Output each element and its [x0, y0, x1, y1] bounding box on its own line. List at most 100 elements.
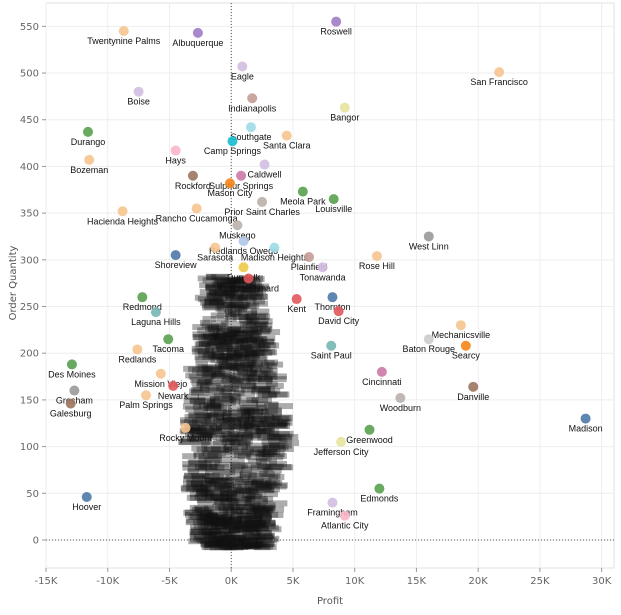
overplotted-label-mark	[255, 517, 272, 524]
overplotted-label-mark	[214, 362, 243, 369]
overplotted-label-mark	[190, 536, 222, 543]
point-label: Redmond	[123, 302, 162, 312]
overplotted-label-mark	[221, 301, 251, 308]
y-tick-label: 500	[20, 69, 39, 80]
data-point	[65, 398, 76, 409]
overplotted-label-mark	[251, 479, 281, 486]
overplotted-label-mark	[218, 516, 243, 523]
overplotted-label-mark	[229, 377, 244, 384]
overplotted-label-mark	[206, 290, 234, 297]
overplotted-label-mark	[189, 491, 208, 498]
overplotted-label-mark	[253, 535, 267, 542]
overplotted-label-mark	[230, 302, 249, 309]
overplotted-label-mark	[191, 348, 210, 355]
overplotted-label-mark	[237, 415, 251, 422]
overplotted-label-mark	[237, 511, 249, 518]
overplotted-label-mark	[192, 385, 203, 392]
overplotted-label-mark	[236, 519, 266, 526]
overplotted-label-mark	[205, 284, 236, 291]
overplotted-label-mark	[228, 281, 245, 288]
overplotted-label-mark	[185, 485, 208, 492]
overplotted-label-mark	[185, 519, 214, 526]
overplotted-label-mark	[264, 491, 278, 498]
overplotted-label-mark	[257, 376, 273, 383]
overplotted-label-mark	[230, 440, 251, 447]
overplotted-label-mark	[215, 434, 244, 441]
overplotted-label-mark	[214, 540, 232, 547]
y-tick-label: 150	[20, 395, 39, 406]
overplotted-label-mark	[242, 542, 262, 549]
overplotted-label-mark	[241, 286, 264, 293]
data-point	[133, 86, 144, 97]
overplotted-label-mark	[239, 321, 268, 328]
overplotted-label-mark	[254, 544, 271, 551]
overplotted-label-mark	[245, 302, 257, 309]
overplotted-label-mark	[266, 423, 291, 430]
overplotted-label-mark	[237, 453, 251, 460]
overplotted-label-mark	[197, 510, 212, 517]
overplotted-label-mark	[200, 484, 231, 491]
x-tick-label: 30K	[592, 576, 612, 587]
overplotted-label-mark	[212, 537, 234, 544]
point-label: San Francisco	[470, 77, 528, 87]
overplotted-label-mark	[213, 327, 241, 334]
overplotted-label-mark	[198, 453, 222, 460]
overplotted-label-mark	[187, 466, 213, 473]
overplotted-label-mark	[217, 283, 235, 290]
overplotted-label-mark	[226, 332, 238, 339]
overplotted-label-mark	[210, 399, 241, 406]
overplotted-label-mark	[192, 418, 223, 425]
overplotted-label-mark	[240, 361, 256, 368]
overplotted-label-mark	[253, 506, 270, 513]
overplotted-label-mark	[195, 513, 208, 520]
overplotted-label-mark	[209, 338, 241, 345]
overplotted-label-mark	[268, 445, 294, 452]
overplotted-label-mark	[235, 425, 249, 432]
overplotted-label-mark	[203, 477, 230, 484]
overplotted-label-mark	[201, 364, 222, 371]
overplotted-label-mark	[217, 541, 231, 548]
overplotted-label-mark	[223, 540, 240, 547]
overplotted-label-mark	[193, 451, 205, 458]
overplotted-label-mark	[246, 498, 268, 505]
overplotted-label-mark	[264, 374, 278, 381]
overplotted-label-mark	[203, 541, 223, 548]
data-point	[180, 422, 191, 433]
overplotted-label-mark	[183, 509, 212, 516]
overplotted-label-mark	[205, 325, 223, 332]
overplotted-label-mark	[234, 533, 261, 540]
overplotted-label-mark	[227, 385, 239, 392]
overplotted-label-mark	[231, 286, 253, 293]
data-point	[423, 231, 434, 242]
overplotted-label-mark	[196, 370, 223, 377]
overplotted-label-mark	[222, 510, 238, 517]
overplotted-label-mark	[277, 419, 289, 426]
overplotted-label-mark	[201, 447, 229, 454]
overplotted-label-mark	[264, 359, 279, 366]
overplotted-label-mark	[201, 528, 222, 535]
overplotted-label-mark	[214, 543, 237, 550]
overplotted-label-mark	[209, 531, 223, 538]
overplotted-label-mark	[228, 334, 241, 341]
overplotted-label-mark	[249, 325, 263, 332]
overplotted-label-mark	[200, 485, 233, 492]
point-label: Cincinnati	[362, 377, 402, 387]
overplotted-label-mark	[244, 481, 271, 488]
overplotted-label-mark	[206, 512, 218, 519]
overplotted-label-mark	[226, 503, 255, 510]
overplotted-label-mark	[258, 534, 274, 541]
overplotted-label-mark	[243, 345, 269, 352]
overplotted-label-mark	[213, 335, 227, 342]
overplotted-label-mark	[241, 465, 273, 472]
overplotted-label-mark	[224, 375, 246, 382]
data-point	[137, 292, 148, 303]
overplotted-label-mark	[204, 297, 229, 304]
overplotted-label-mark	[237, 368, 249, 375]
overplotted-label-mark	[236, 391, 256, 398]
overplotted-label-mark	[213, 393, 241, 400]
overplotted-label-mark	[250, 429, 267, 436]
overplotted-label-mark	[182, 403, 202, 410]
overplotted-label-mark	[255, 401, 279, 408]
overplotted-label-mark	[242, 321, 269, 328]
overplotted-label-mark	[228, 495, 253, 502]
